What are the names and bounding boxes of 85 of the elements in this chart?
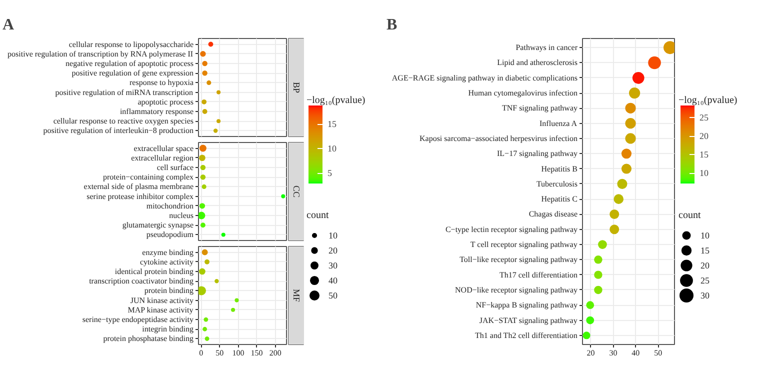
y-tick-label: serine−type endopeptidase activity bbox=[82, 315, 194, 324]
text: CC bbox=[292, 185, 302, 198]
y-tick-label: T cell receptor signaling pathway bbox=[470, 240, 578, 250]
color-bar-label: 5 bbox=[328, 168, 332, 178]
legend-label: 40 bbox=[328, 276, 338, 286]
y-tick-label: identical protein binding bbox=[114, 266, 194, 276]
y-tick-label: nucleus bbox=[169, 211, 194, 220]
y-tick-label: Lipid and atherosclerosis bbox=[497, 58, 578, 68]
color-bar-title: −log₁₀(pvalue) bbox=[678, 95, 738, 106]
y-tick-label: positive regulation of transcription by RNA polymerase II bbox=[8, 49, 194, 58]
color-bar-label: 10 bbox=[700, 168, 709, 178]
legend-label: 20 bbox=[328, 246, 338, 256]
y-tick-label: JAK−STAT signaling pathway bbox=[479, 316, 578, 325]
legend-label: 10 bbox=[700, 230, 710, 240]
x-tick-label: 0 bbox=[199, 348, 204, 358]
color-bar-title: −log₁₀(pvalue) bbox=[306, 95, 366, 106]
text: A bbox=[2, 16, 14, 34]
y-tick-label: cellular response to reactive oxygen species bbox=[53, 116, 194, 126]
y-tick-label: positive regulation of gene expression bbox=[72, 68, 194, 78]
y-tick-label: MAP kinase activity bbox=[128, 305, 194, 314]
text: B bbox=[386, 16, 398, 34]
y-tick-label: Hepatitis C bbox=[541, 194, 578, 204]
legend-label: 15 bbox=[700, 246, 710, 256]
legend-label: 30 bbox=[328, 260, 338, 270]
color-bar-label: 15 bbox=[700, 150, 709, 160]
legend-label: 10 bbox=[328, 230, 338, 240]
legend-label: 25 bbox=[700, 276, 710, 286]
legend-label: 50 bbox=[328, 290, 338, 300]
y-tick-label: mitochondrion bbox=[146, 201, 194, 210]
y-tick-label: serine protease inhibitor complex bbox=[86, 192, 194, 201]
color-bar-label: 15 bbox=[328, 119, 337, 130]
x-tick-label: 100 bbox=[232, 348, 244, 358]
y-tick-label: protein phosphatase binding bbox=[103, 334, 194, 344]
y-tick-label: inflammatory response bbox=[120, 107, 194, 116]
x-tick-label: 50 bbox=[654, 348, 662, 358]
y-tick-label: Human cytomegalovirus infection bbox=[468, 88, 578, 98]
x-tick-label: 30 bbox=[609, 348, 618, 358]
text: BP bbox=[292, 82, 302, 94]
y-tick-label: response to hypoxia bbox=[130, 78, 194, 88]
y-tick-label: Chagas disease bbox=[528, 210, 578, 219]
y-tick-label: extracellular space bbox=[134, 144, 194, 153]
y-tick-label: NF−kappa B signaling pathway bbox=[476, 300, 578, 310]
y-tick-label: glutamatergic synapse bbox=[122, 220, 194, 230]
legend-label: 20 bbox=[700, 260, 710, 270]
y-tick-label: cytokine activity bbox=[140, 257, 194, 266]
legend-title: count bbox=[678, 210, 701, 221]
y-tick-label: negative regulation of apoptotic process bbox=[66, 58, 194, 68]
y-tick-label: C−type lectin receptor signaling pathway bbox=[445, 224, 578, 234]
y-tick-label: positive regulation of interleukin−8 production bbox=[43, 126, 194, 136]
y-tick-label: IL−17 signaling pathway bbox=[497, 149, 578, 158]
y-tick-label: NOD−like receptor signaling pathway bbox=[455, 285, 578, 294]
y-tick-label: cell surface bbox=[156, 162, 194, 172]
y-tick-label: Kaposi sarcoma−associated herpesvirus infection bbox=[419, 134, 578, 143]
y-tick-label: JUN kinase activity bbox=[130, 296, 194, 305]
y-tick-label: protein binding bbox=[144, 286, 194, 296]
y-tick-label: extracellular region bbox=[131, 153, 194, 162]
y-tick-label: positive regulation of miRNA transcription bbox=[55, 88, 194, 97]
color-bar-label: 10 bbox=[328, 144, 337, 154]
y-tick-label: pseudopodium bbox=[146, 230, 194, 240]
y-tick-label: Hepatitis B bbox=[541, 164, 578, 174]
y-tick-label: apoptotic process bbox=[138, 97, 194, 106]
color-bar-label: 20 bbox=[700, 131, 709, 142]
y-tick-label: Toll−like receptor signaling pathway bbox=[460, 255, 578, 264]
x-tick-label: 40 bbox=[632, 348, 640, 358]
x-tick-label: 20 bbox=[586, 348, 595, 358]
x-tick-label: 200 bbox=[269, 348, 282, 358]
y-tick-label: TNF signaling pathway bbox=[502, 104, 578, 113]
text: MF bbox=[292, 288, 302, 302]
y-tick-label: AGE−RAGE signaling pathway in diabetic complications bbox=[392, 73, 578, 82]
legend-title: count bbox=[306, 210, 329, 221]
y-tick-label: Tuberculosis bbox=[536, 179, 578, 188]
legend-label: 30 bbox=[700, 290, 710, 300]
y-tick-label: cellular response to lipopolysaccharide bbox=[68, 40, 194, 49]
y-tick-label: Influenza A bbox=[540, 118, 578, 128]
y-tick-label: Pathways in cancer bbox=[516, 43, 578, 52]
y-tick-label: enzyme binding bbox=[142, 248, 194, 257]
y-tick-label: external side of plasma membrane bbox=[84, 182, 194, 192]
y-tick-label: Th1 and Th2 cell differentiation bbox=[475, 330, 578, 340]
y-tick-label: protein−containing complex bbox=[103, 172, 194, 182]
y-tick-label: Th17 cell differentiation bbox=[499, 270, 578, 280]
y-tick-label: transcription coactivator binding bbox=[89, 276, 194, 286]
color-bar-label: 25 bbox=[700, 112, 709, 123]
y-tick-label: integrin binding bbox=[142, 324, 194, 334]
x-tick-label: 50 bbox=[216, 348, 224, 358]
x-tick-label: 150 bbox=[250, 348, 263, 358]
